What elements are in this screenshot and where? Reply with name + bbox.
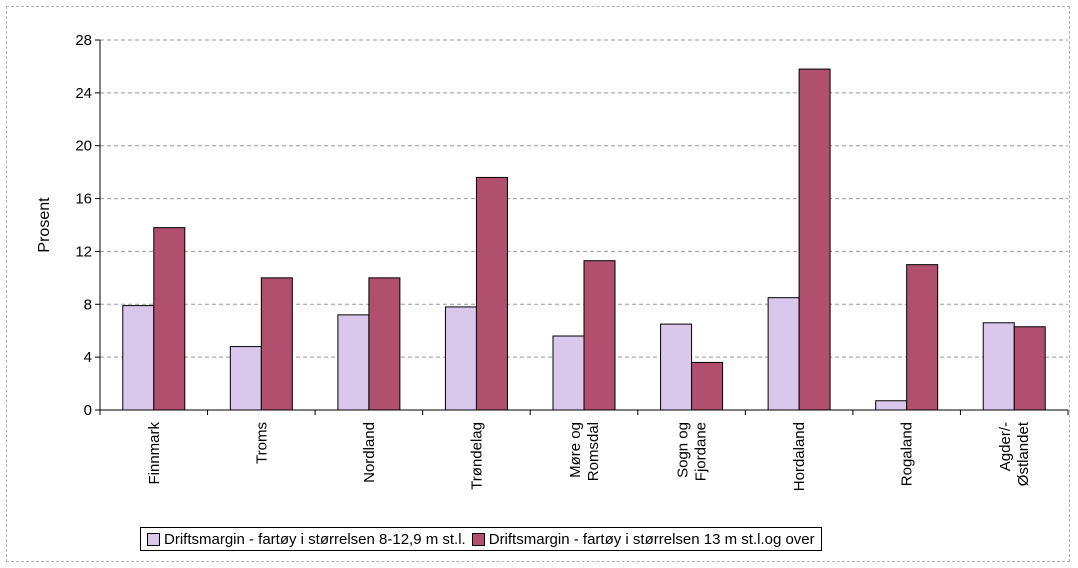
bar-series-2-3	[368, 277, 401, 411]
y-tick-label-8: 8	[84, 296, 92, 313]
x-tick-label-7: Hordaland	[791, 422, 808, 491]
bar-series-1-4	[444, 306, 477, 411]
y-axis-title: Prosent	[36, 197, 53, 253]
y-tick-label-4: 4	[84, 349, 92, 366]
bar-series-2-5	[583, 260, 616, 411]
x-tick-label-1: Finnmark	[146, 422, 163, 485]
x-tick-label-6-line-1: Sogn og	[675, 422, 692, 478]
bar-series-1-2	[229, 346, 262, 411]
x-tick-label-5-line-2: Romsdal	[585, 422, 602, 481]
x-tick-label-6-line-2: Fjordane	[693, 422, 710, 481]
x-tick-label-4-line-1: Trøndelag	[468, 422, 485, 490]
y-tick-label-12: 12	[75, 243, 92, 260]
bar-series-2-4	[475, 176, 508, 411]
legend: Driftsmargin - fartøy i størrelsen 8-12,…	[140, 527, 822, 551]
legend-label-series-2: Driftsmargin - fartøy i størrelsen 13 m …	[488, 530, 815, 548]
bar-series-2-9	[1013, 326, 1046, 411]
bar-series-1-8	[875, 400, 908, 411]
legend-item-series-2: Driftsmargin - fartøy i størrelsen 13 m …	[471, 530, 815, 548]
bar-series-1-1	[122, 305, 155, 411]
x-tick-label-7-line-1: Hordaland	[791, 422, 808, 491]
bar-series-1-5	[552, 335, 585, 411]
x-tick-label-9-line-2: Østlandet	[1015, 421, 1032, 486]
x-tick-label-8-line-1: Rogaland	[899, 422, 916, 486]
x-tick-label-1-line-1: Finnmark	[146, 422, 163, 485]
bar-series-2-1	[153, 227, 186, 411]
legend-item-series-1: Driftsmargin - fartøy i størrelsen 8-12,…	[147, 531, 466, 548]
x-tick-label-3-line-1: Nordland	[361, 422, 378, 483]
bar-series-2-2	[260, 277, 293, 411]
bar-series-1-6	[660, 323, 693, 411]
bar-series-1-7	[767, 297, 800, 411]
y-tick-label-24: 24	[75, 85, 92, 102]
x-tick-label-5: Møre og Romsdal	[567, 422, 602, 481]
x-tick-label-8: Rogaland	[899, 422, 916, 486]
legend-label-series-1: Driftsmargin - fartøy i størrelsen 8-12,…	[164, 530, 466, 548]
y-tick-label-20: 20	[75, 138, 92, 155]
y-tick-label-16: 16	[75, 191, 92, 208]
bar-series-2-7	[798, 68, 831, 411]
x-tick-label-4: Trøndelag	[468, 422, 485, 490]
bar-series-2-8	[906, 264, 939, 411]
x-tick-label-3: Nordland	[361, 422, 378, 483]
x-tick-label-6: Sogn og Fjordane	[675, 422, 710, 481]
y-tick-label-0: 0	[84, 402, 92, 419]
x-tick-label-9: Agder/- Østlandet	[997, 421, 1032, 486]
x-tick-label-5-line-1: Møre og	[567, 422, 584, 478]
bar-series-1-3	[337, 314, 370, 411]
legend-swatch-series-1	[147, 532, 160, 546]
x-tick-label-2: Troms	[253, 422, 270, 464]
legend-swatch-series-2	[471, 532, 485, 546]
y-tick-label-28: 28	[75, 32, 92, 49]
bar-series-1-9	[982, 322, 1015, 411]
x-tick-label-2-line-1: Troms	[253, 422, 270, 464]
chart-frame	[6, 6, 1070, 562]
bar-series-2-6	[691, 361, 724, 411]
x-tick-label-9-line-1: Agder/-	[997, 422, 1014, 471]
